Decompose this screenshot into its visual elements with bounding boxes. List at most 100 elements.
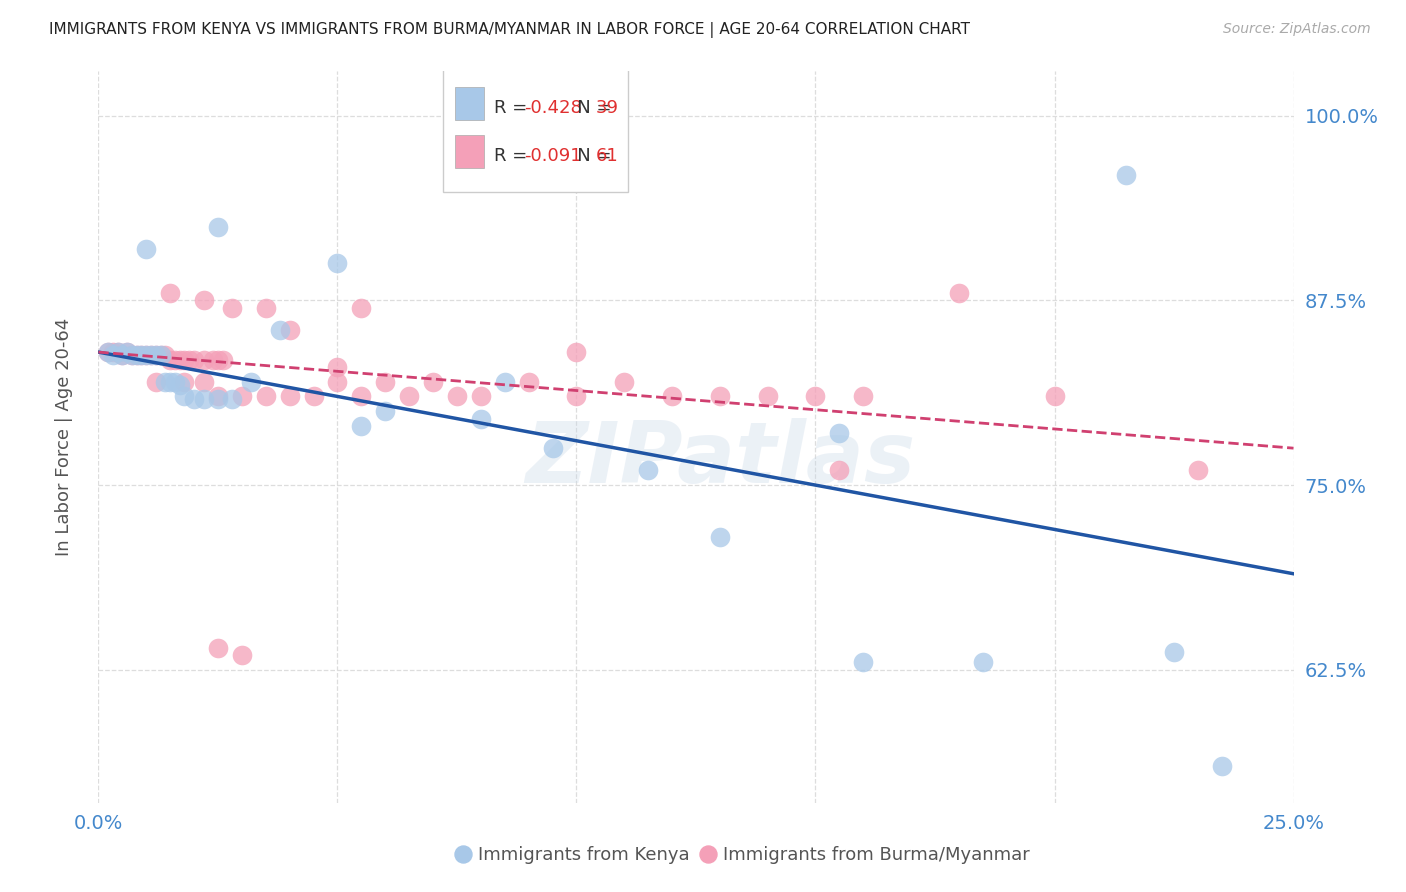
Point [101,345,124,359]
Text: -0.091: -0.091 [524,147,582,165]
Point [207,392,229,407]
Point [97,345,120,359]
Text: N =: N = [560,147,617,165]
Point [139,348,162,362]
Point [111,348,134,362]
Point [541,441,564,455]
Point [709,530,731,544]
Point [155,348,177,362]
Point [207,640,229,655]
Point [173,352,195,367]
Text: Source: ZipAtlas.com: Source: ZipAtlas.com [1223,22,1371,37]
Point [1043,389,1066,403]
Point [179,352,201,367]
Point [661,389,683,403]
Point [125,348,148,362]
Point [254,389,277,403]
Point [565,389,588,403]
Point [207,352,229,367]
Point [278,323,301,337]
Point [804,389,827,403]
Point [398,389,420,403]
Point [302,389,325,403]
Point [121,348,143,362]
Point [828,463,851,477]
Point [1211,759,1233,773]
Point [163,375,186,389]
Point [139,348,162,362]
Point [131,348,153,362]
Point [155,375,177,389]
Point [173,389,195,403]
Point [183,352,205,367]
Point [97,345,120,359]
FancyBboxPatch shape [454,87,485,120]
Text: ZIPatlas: ZIPatlas [524,417,915,500]
Point [326,256,349,270]
Point [269,323,291,337]
Text: Immigrants from Burma/Myanmar: Immigrants from Burma/Myanmar [724,847,1031,864]
Point [637,463,659,477]
Point [948,285,970,300]
Point [254,301,277,315]
Point [374,375,396,389]
Point [1187,463,1209,477]
Point [326,359,349,374]
Y-axis label: In Labor Force | Age 20-64: In Labor Force | Age 20-64 [55,318,73,557]
Point [145,348,167,362]
Point [169,352,191,367]
Point [193,352,215,367]
Point [125,348,148,362]
Point [470,411,492,425]
Point [326,375,349,389]
Point [231,389,253,403]
Point [207,389,229,403]
Point [202,352,225,367]
Point [852,389,875,403]
Point [135,348,157,362]
Point [446,389,468,403]
Point [972,656,994,670]
FancyBboxPatch shape [443,68,628,192]
Point [470,389,492,403]
Point [422,375,444,389]
FancyBboxPatch shape [454,135,485,168]
Point [756,389,779,403]
Text: -0.428: -0.428 [524,100,582,118]
Point [350,301,373,315]
Point [107,345,129,359]
Point [278,389,301,403]
Point [131,348,153,362]
Point [135,242,157,256]
Text: 61: 61 [596,147,619,165]
Point [101,348,124,362]
Point [709,389,731,403]
Point [207,219,229,234]
Point [107,345,129,359]
Point [193,293,215,308]
Text: IMMIGRANTS FROM KENYA VS IMMIGRANTS FROM BURMA/MYANMAR IN LABOR FORCE | AGE 20-6: IMMIGRANTS FROM KENYA VS IMMIGRANTS FROM… [49,22,970,38]
Point [145,375,167,389]
Point [183,392,205,407]
Point [145,348,167,362]
Point [159,352,181,367]
Point [115,345,138,359]
Text: N =: N = [560,100,617,118]
Point [149,348,172,362]
Point [121,348,143,362]
Point [494,375,516,389]
Point [613,375,636,389]
Point [135,348,157,362]
Point [169,377,191,392]
Point [350,389,373,403]
Point [111,348,134,362]
Point [159,375,181,389]
Point [565,345,588,359]
Point [221,301,243,315]
Point [517,375,540,389]
Text: 39: 39 [596,100,619,118]
Point [211,352,233,367]
Point [240,375,263,389]
Text: R =: R = [494,100,533,118]
Point [163,352,186,367]
